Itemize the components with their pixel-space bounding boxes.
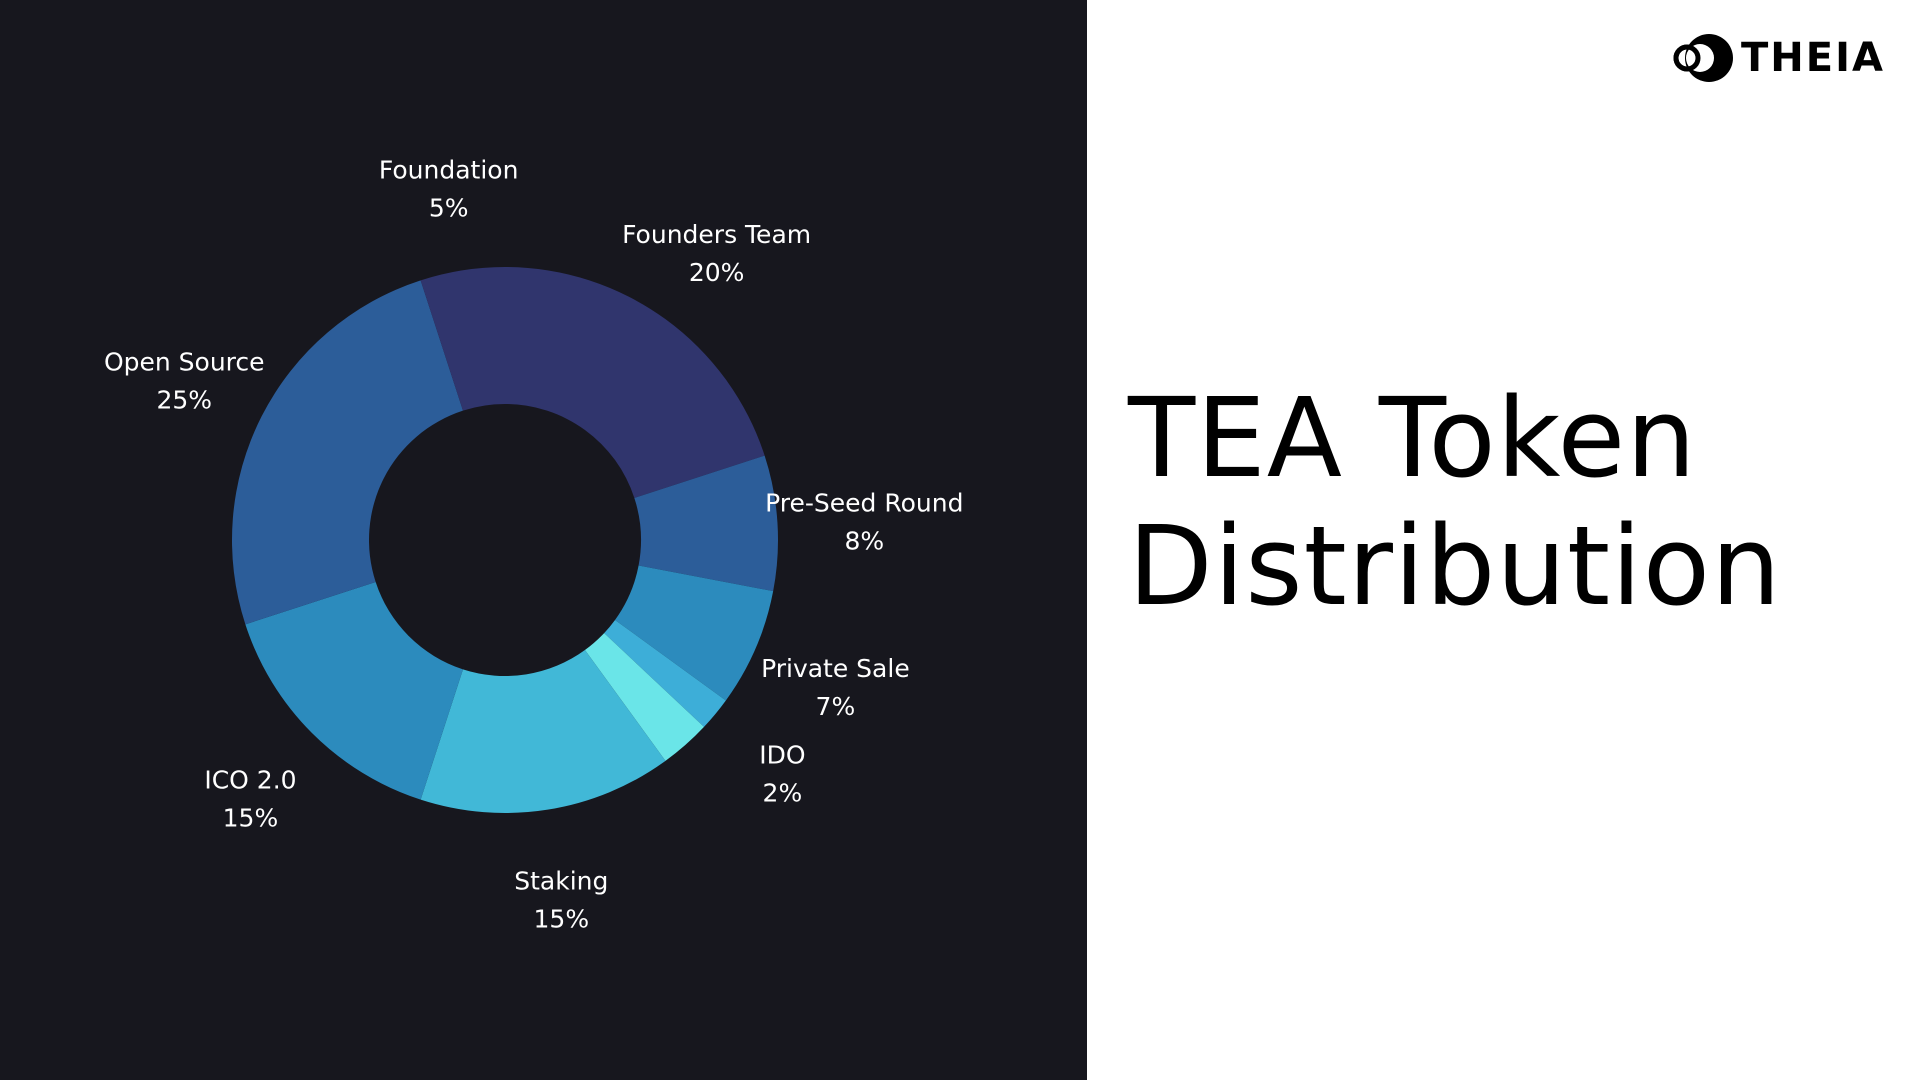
slice-value-founders-team: 20% <box>689 258 745 287</box>
slice-founders-team <box>505 267 765 498</box>
page-title: TEA Token Distribution <box>1128 374 1888 630</box>
slice-value-private-sale: 7% <box>816 692 856 721</box>
page-title-line-1: TEA Token <box>1128 374 1697 502</box>
slice-label-staking: Staking <box>514 867 608 896</box>
slice-value-open-source: 25% <box>156 386 212 415</box>
slice-value-ido: 2% <box>763 778 803 807</box>
theia-logo: THEIA <box>1673 32 1885 84</box>
slice-label-ico-2-0: ICO 2.0 <box>204 766 296 795</box>
slice-staking <box>420 650 666 813</box>
page-title-line-2: Distribution <box>1128 502 1782 630</box>
slice-value-foundation: 5% <box>429 193 469 222</box>
slice-ico-2-0 <box>245 582 463 800</box>
slice-label-ido: IDO <box>759 740 805 769</box>
slice-private-sale <box>615 565 774 701</box>
slice-unlabeled-4 <box>584 633 705 761</box>
slice-value-ico-2-0: 15% <box>223 804 279 833</box>
slice-open-source <box>231 280 463 625</box>
slice-foundation <box>420 267 505 411</box>
slice-ido <box>604 619 726 727</box>
slice-label-open-source: Open Source <box>104 348 265 377</box>
donut-chart: Founders Team 20% Pre-Seed Round 8% Private … <box>104 155 964 934</box>
theia-logo-icon <box>1673 34 1733 82</box>
chart-panel: Founders Team 20% Pre-Seed Round 8% Private … <box>0 0 1087 1080</box>
slice-value-staking: 15% <box>534 905 590 934</box>
slice-label-private-sale: Private Sale <box>761 654 910 683</box>
slice-value-pre-seed-round: 8% <box>844 526 884 555</box>
slice-label-founders-team: Founders Team <box>622 220 811 249</box>
logo-text: THEIA <box>1741 35 1885 81</box>
slice-label-foundation: Foundation <box>379 155 519 184</box>
slice-pre-seed-round <box>634 455 778 592</box>
slice-label-pre-seed-round: Pre-Seed Round <box>765 488 963 517</box>
